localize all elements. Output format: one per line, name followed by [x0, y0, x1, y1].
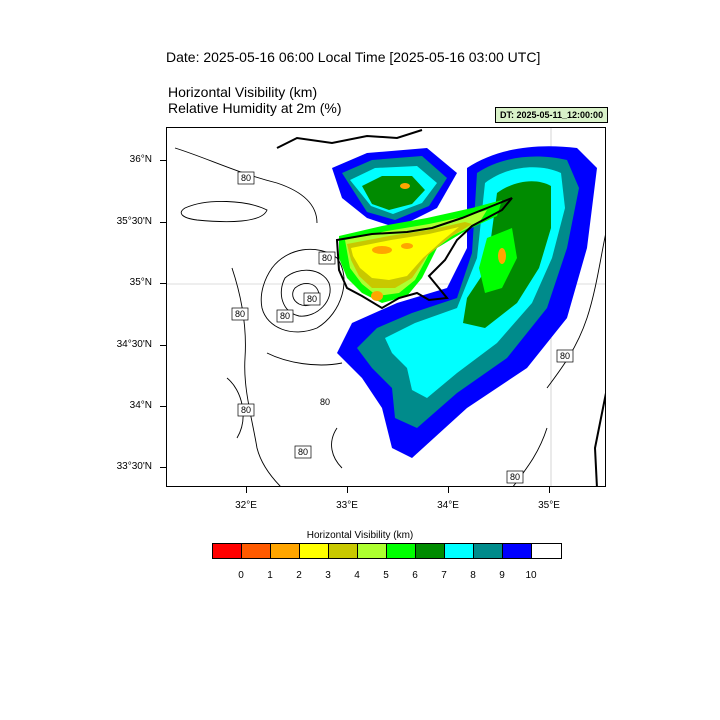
lon-tick [549, 487, 550, 493]
contour-label: 80 [303, 292, 321, 306]
title-humidity: Relative Humidity at 2m (%) [168, 100, 342, 116]
init-time-badge: DT: 2025-05-11_12:00:00 [495, 107, 609, 123]
lon-label: 32°E [235, 500, 257, 511]
legend-tick-label: 4 [354, 570, 360, 581]
title-visibility: Horizontal Visibility (km) [168, 84, 318, 100]
legend-swatch [300, 544, 329, 558]
legend-tick-label: 5 [383, 570, 389, 581]
svg-text:80: 80 [560, 351, 570, 361]
lat-label: 35°N [129, 277, 152, 288]
legend-swatch [532, 544, 561, 558]
contour-label: 80 [231, 307, 249, 321]
lat-tick [160, 467, 166, 468]
legend-colorbar [212, 543, 562, 559]
coastline [276, 129, 605, 486]
legend-swatch [474, 544, 503, 558]
lat-tick [160, 345, 166, 346]
lon-label: 34°E [437, 500, 459, 511]
legend-tick-label: 3 [325, 570, 331, 581]
legend-swatch [387, 544, 416, 558]
lon-tick [347, 487, 348, 493]
visibility-field [332, 146, 597, 458]
lon-tick [448, 487, 449, 493]
legend-tick-label: 2 [296, 570, 302, 581]
lat-tick [160, 283, 166, 284]
contour-label-group: 80 80 80 80 80 80 80 80 80 80 [231, 171, 574, 484]
contour-label: 80 [318, 251, 336, 265]
legend-tick-label: 10 [525, 570, 537, 581]
legend-tick-label: 0 [238, 570, 244, 581]
svg-text:80: 80 [235, 309, 245, 319]
lat-tick [160, 222, 166, 223]
map-canvas: 80 80 80 80 80 80 80 80 80 80 [167, 128, 605, 486]
svg-text:80: 80 [320, 397, 330, 407]
lon-label: 33°E [336, 500, 358, 511]
lat-label: 36°N [129, 154, 152, 165]
contour-label: 80 [506, 470, 524, 484]
legend-swatch [242, 544, 271, 558]
contour-label: 80 [237, 171, 255, 185]
legend-swatch [213, 544, 242, 558]
contour-label: 80 [556, 349, 574, 363]
lat-label: 34°30'N [116, 339, 152, 350]
legend-tick-label: 8 [470, 570, 476, 581]
lon-label: 35°E [538, 500, 560, 511]
legend-tick-label: 1 [267, 570, 273, 581]
legend-title: Horizontal Visibility (km) [306, 530, 414, 541]
map-panel: 80 80 80 80 80 80 80 80 80 80 [166, 127, 606, 487]
legend-swatch [503, 544, 532, 558]
svg-text:80: 80 [298, 447, 308, 457]
contour-label: 80 [294, 445, 312, 459]
legend-swatch [329, 544, 358, 558]
svg-text:80: 80 [307, 294, 317, 304]
legend-tick-label: 7 [441, 570, 447, 581]
svg-text:80: 80 [241, 173, 251, 183]
svg-text:80: 80 [241, 405, 251, 415]
svg-text:80: 80 [510, 472, 520, 482]
contour-label: 80 [317, 396, 333, 408]
legend-tick-label: 6 [412, 570, 418, 581]
svg-text:80: 80 [280, 311, 290, 321]
lat-label: 35°30'N [116, 216, 152, 227]
lon-tick [246, 487, 247, 493]
contour-label: 80 [276, 309, 294, 323]
contour-label: 80 [237, 403, 255, 417]
lat-label: 33°30'N [116, 461, 152, 472]
svg-text:80: 80 [322, 253, 332, 263]
legend-tick-label: 9 [499, 570, 505, 581]
title-date: Date: 2025-05-16 06:00 Local Time [2025-… [166, 49, 541, 65]
legend-swatch [445, 544, 474, 558]
legend-swatch [358, 544, 387, 558]
legend-swatch [271, 544, 300, 558]
lat-label: 34°N [129, 400, 152, 411]
lat-tick [160, 160, 166, 161]
legend-swatch [416, 544, 445, 558]
lat-tick [160, 406, 166, 407]
